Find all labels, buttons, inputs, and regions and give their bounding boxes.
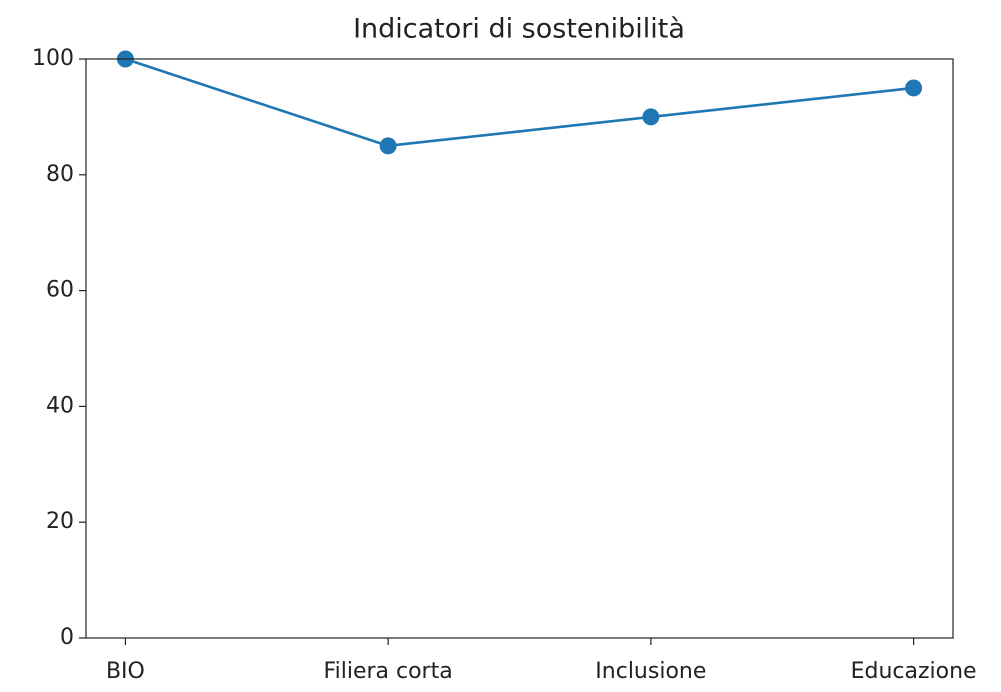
y-tick-label: 60 [46,278,74,303]
marker [642,108,660,126]
x-tick-label: Inclusione [595,659,706,684]
line [125,57,914,148]
x-tick-label: BIO [106,659,145,684]
y-tick-label: 0 [60,625,74,650]
y-tick-label: 40 [46,393,74,418]
axes-frame [85,58,954,639]
y-tick-label: 100 [32,46,74,71]
y-tick-label: 20 [46,509,74,534]
x-tick-label: Filiera corta [324,659,453,684]
chart-title: Indicatori di sostenibilità [353,14,685,45]
x-tick-label: Educazione [851,659,977,684]
y-tick-label: 80 [46,162,74,187]
marker [379,137,397,155]
marker [905,79,923,97]
